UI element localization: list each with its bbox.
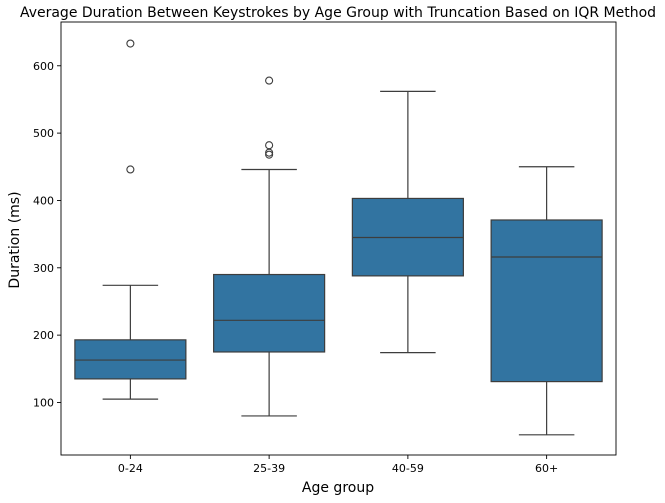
y-tick-label-100: 100 — [33, 396, 54, 409]
x-tick-label-25-39: 25-39 — [253, 462, 285, 475]
y-tick-label-600: 600 — [33, 60, 54, 73]
y-tick-label-300: 300 — [33, 262, 54, 275]
x-axis-label: Age group — [302, 480, 374, 496]
x-tick-label-40-59: 40-59 — [392, 462, 424, 475]
box-60+ — [491, 220, 602, 382]
y-tick-label-400: 400 — [33, 194, 54, 207]
box-0-24 — [75, 340, 186, 379]
plot-area: 100 200 300 400 500 600 0-24 25-39 40-59 60+ — [33, 22, 616, 475]
box-25-39 — [214, 275, 325, 352]
chart-title: Average Duration Between Keystrokes by A… — [20, 5, 656, 21]
y-tick-label-500: 500 — [33, 127, 54, 140]
outlier-0-24-1 — [127, 40, 134, 47]
y-tick-label-200: 200 — [33, 329, 54, 342]
outlier-0-24-0 — [127, 166, 134, 173]
x-tick-label-60+: 60+ — [535, 462, 558, 475]
outlier-25-39-3 — [266, 77, 273, 84]
x-tick-label-0-24: 0-24 — [118, 462, 143, 475]
y-axis-label: Duration (ms) — [7, 191, 23, 288]
outlier-25-39-2 — [266, 142, 273, 149]
